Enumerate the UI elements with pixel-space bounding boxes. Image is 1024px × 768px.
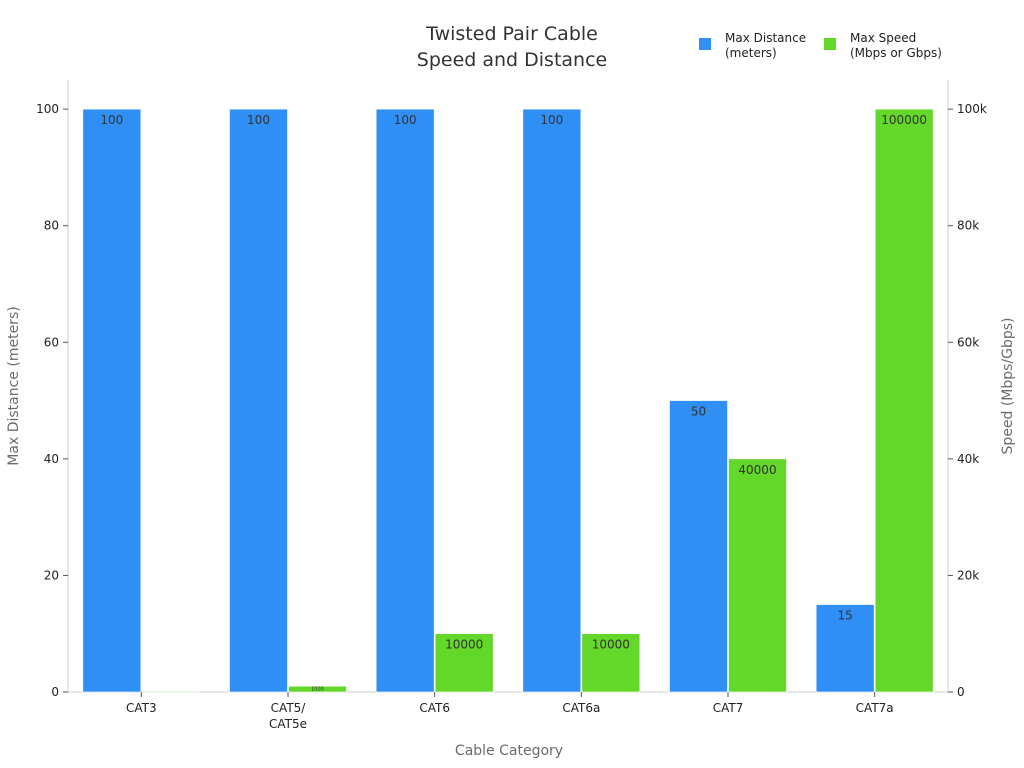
axes	[67, 80, 949, 693]
bar-speed-4	[728, 458, 787, 693]
data-label-speed-5: 100000	[881, 113, 927, 127]
y-right-tick-label-1: 20k	[957, 568, 979, 582]
y-left-tick-label-2: 40	[44, 452, 59, 466]
y-right-tick-label-2: 40k	[957, 452, 979, 466]
legend-swatch-max-speed	[824, 38, 836, 50]
data-label-distance-2: 100	[394, 113, 417, 127]
y-left-tick-label-1: 20	[44, 568, 59, 582]
y-left-tick-label-3: 60	[44, 335, 59, 349]
bar-distance-4	[669, 400, 728, 693]
data-label-distance-1: 100	[247, 113, 270, 127]
y-left-tick-label-5: 100	[36, 102, 59, 116]
x-tick-label-1-line-1: CAT5e	[269, 717, 307, 731]
data-label-distance-5: 15	[838, 609, 853, 623]
y-right-tick-label-3: 60k	[957, 335, 979, 349]
left-axis-label: Max Distance (meters)	[6, 306, 22, 465]
data-label-distance-4: 50	[691, 405, 706, 419]
y-left-tick-label-4: 80	[44, 219, 59, 233]
bar-distance-1	[229, 108, 288, 693]
bar-speed-0	[141, 690, 201, 693]
x-axis-label: Cable Category	[455, 743, 563, 759]
x-tick-label-3: CAT6a	[562, 701, 600, 715]
data-label-speed-1: 1000	[311, 687, 324, 693]
data-label-distance-3: 100	[540, 113, 563, 127]
data-label-speed-4: 40000	[738, 463, 776, 477]
chart-title: Twisted Pair Cable Speed and Distance	[417, 23, 607, 71]
x-tick-label-2: CAT6	[419, 701, 450, 715]
bar-speed-1	[288, 685, 347, 693]
data-label-speed-3: 10000	[592, 638, 630, 652]
chart-title-line-2: Speed and Distance	[417, 49, 607, 71]
x-tick-label-0: CAT3	[126, 701, 157, 715]
y-right-tick-label-0: 0	[957, 685, 965, 699]
legend-swatch-max-distance	[699, 38, 711, 50]
legend-label-max-speed-line-2: (Mbps or Gbps)	[850, 46, 942, 60]
y-right-tick-label-5: 100k	[957, 102, 987, 116]
right-axis-label: Speed (Mbps/Gbps)	[1000, 317, 1016, 454]
category-labels: CAT3 CAT5/CAT5e CAT6 CAT6a CAT7 CAT7a	[126, 701, 894, 731]
x-tick-label-4: CAT7	[713, 701, 744, 715]
bar-speed-3	[581, 633, 641, 693]
legend-label-max-distance-line-1: Max Distance	[725, 31, 806, 45]
bar-distance-0	[82, 108, 142, 693]
bar-speed-5	[874, 108, 934, 693]
y-left-tick-label-0: 0	[51, 685, 59, 699]
bar-speed-2	[434, 633, 494, 693]
legend-label-max-speed-line-1: Max Speed	[850, 31, 916, 45]
bar-distance-2	[375, 108, 435, 693]
legend: Max Distance (meters) Max Speed (Mbps or…	[699, 31, 942, 60]
data-label-speed-2: 10000	[445, 638, 483, 652]
x-tick-label-1-line-0: CAT5/	[271, 701, 307, 715]
x-tick-label-5: CAT7a	[856, 701, 894, 715]
bar-distance-3	[522, 108, 582, 693]
data-label-distance-0: 100	[100, 113, 123, 127]
y-right-tick-label-4: 80k	[957, 219, 979, 233]
chart-title-line-1: Twisted Pair Cable	[425, 23, 598, 45]
legend-label-max-distance-line-2: (meters)	[725, 46, 777, 60]
bar-distance-5	[815, 604, 875, 693]
bars: 100 100 1000 100 10000 100 10000 50 40000 15 10000…	[82, 108, 934, 693]
